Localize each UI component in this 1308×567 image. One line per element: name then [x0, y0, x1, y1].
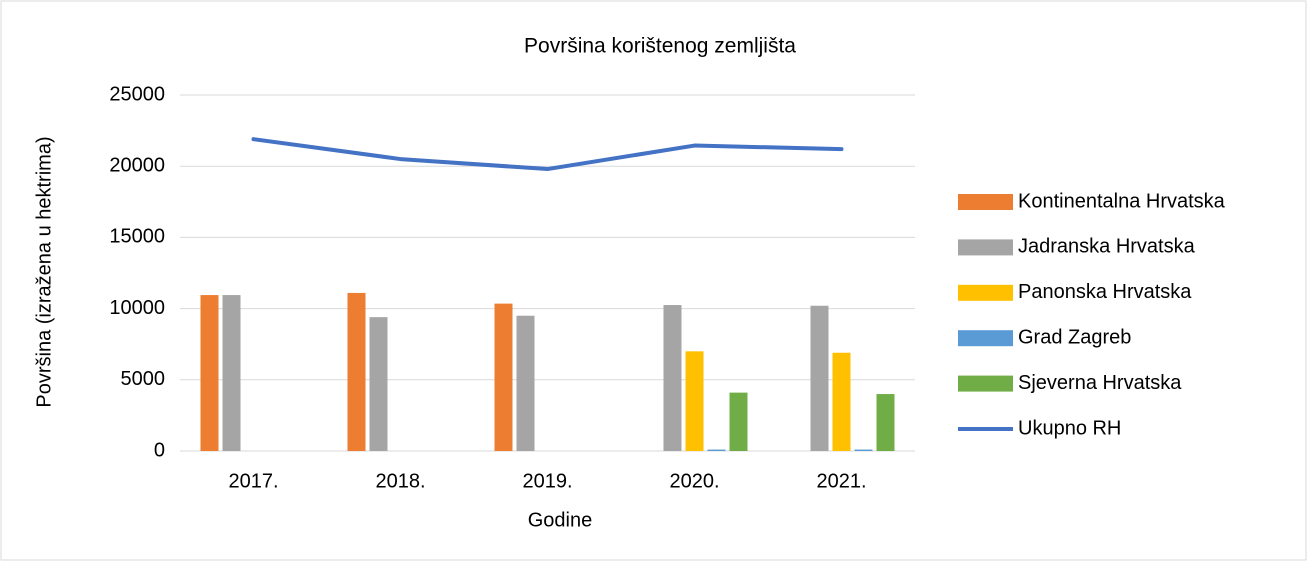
bar: [200, 295, 219, 451]
legend-label: Jadranska Hrvatska: [1018, 236, 1196, 258]
legend-label: Sjeverna Hrvatska: [1018, 372, 1182, 394]
y-tick-label: 0: [154, 439, 165, 461]
legend-label: Grad Zagreb: [1018, 326, 1131, 348]
bar: [663, 305, 682, 451]
y-tick-label: 5000: [121, 368, 166, 390]
legend-label: Ukupno RH: [1018, 417, 1121, 439]
line: [251, 137, 844, 172]
chart-title: Površina korištenog zemljišta: [524, 35, 796, 58]
legend-swatch: [958, 239, 1013, 256]
legend-swatch: [958, 330, 1013, 347]
legend-swatch: [958, 194, 1013, 210]
bar: [222, 295, 241, 451]
bar: [832, 352, 851, 451]
legend-label: Panonska Hrvatska: [1018, 281, 1192, 303]
x-tick-label: 2017.: [228, 470, 278, 492]
bar: [876, 394, 895, 451]
legend-swatch: [958, 375, 1013, 392]
x-tick-label: 2019.: [522, 470, 572, 492]
bar: [369, 317, 388, 451]
x-tick-label: 2020.: [669, 470, 719, 492]
y-tick-label: 10000: [109, 297, 165, 319]
y-tick-label: 15000: [109, 226, 165, 248]
legend-swatch: [958, 284, 1013, 301]
bar: [854, 449, 873, 451]
legend-label: Kontinentalna Hrvatska: [1018, 190, 1226, 212]
x-tick-label: 2018.: [375, 470, 425, 492]
bar: [707, 449, 726, 451]
x-tick-label: 2021.: [816, 470, 866, 492]
bar: [810, 305, 829, 451]
bar: [729, 392, 748, 451]
bar: [685, 351, 704, 451]
x-axis-label: Godine: [528, 509, 593, 531]
y-axis-label: Površina (izražena u hektrima): [33, 136, 55, 407]
bar: [516, 315, 535, 451]
y-tick-label: 25000: [109, 83, 165, 105]
bar: [494, 303, 513, 451]
y-tick-label: 20000: [109, 154, 165, 176]
bar: [347, 292, 366, 451]
